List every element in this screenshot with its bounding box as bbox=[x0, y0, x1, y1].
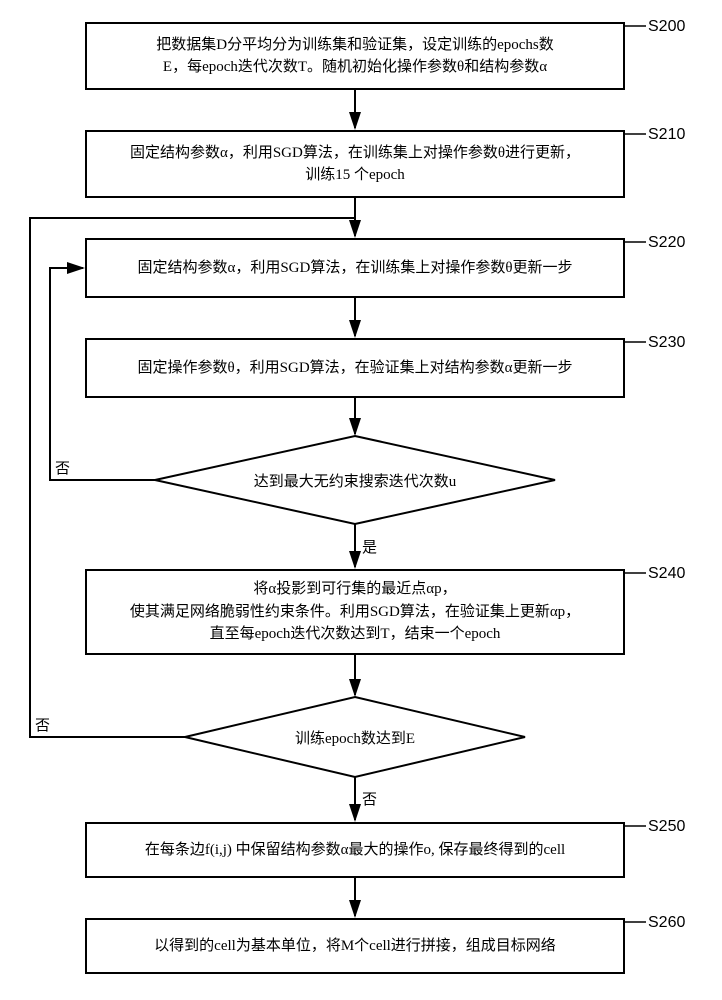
d2-yes-label: 否 bbox=[362, 788, 377, 809]
label-s240: S240 bbox=[648, 565, 685, 583]
step-s200-text: 把数据集D分平均分为训练集和验证集，设定训练的epochs数E，每epoch迭代… bbox=[156, 34, 554, 79]
step-s220-text: 固定结构参数α，利用SGD算法，在训练集上对操作参数θ更新一步 bbox=[137, 257, 572, 280]
step-s240-text: 将α投影到可行集的最近点αp，使其满足网络脆弱性约束条件。利用SGD算法，在验证… bbox=[130, 578, 580, 646]
step-s200: 把数据集D分平均分为训练集和验证集，设定训练的epochs数E，每epoch迭代… bbox=[85, 22, 625, 90]
d2-no-label: 否 bbox=[35, 714, 50, 735]
step-s210-text: 固定结构参数α，利用SGD算法，在训练集上对操作参数θ进行更新，训练15 个ep… bbox=[130, 142, 580, 187]
step-s240: 将α投影到可行集的最近点αp，使其满足网络脆弱性约束条件。利用SGD算法，在验证… bbox=[85, 569, 625, 655]
label-s200: S200 bbox=[648, 18, 685, 36]
d1-yes-label: 是 bbox=[362, 536, 377, 557]
step-s210: 固定结构参数α，利用SGD算法，在训练集上对操作参数θ进行更新，训练15 个ep… bbox=[85, 130, 625, 198]
label-s220: S220 bbox=[648, 234, 685, 252]
decision-d1: 达到最大无约束搜索迭代次数u bbox=[155, 436, 555, 524]
step-s260-text: 以得到的cell为基本单位，将M个cell进行拼接，组成目标网络 bbox=[154, 935, 556, 958]
decision-d2: 训练epoch数达到E bbox=[185, 697, 525, 777]
step-s230-text: 固定操作参数θ，利用SGD算法，在验证集上对结构参数α更新一步 bbox=[137, 357, 572, 380]
label-s260: S260 bbox=[648, 914, 685, 932]
d1-no-label: 否 bbox=[55, 457, 70, 478]
step-s250-text: 在每条边f(i,j) 中保留结构参数α最大的操作o, 保存最终得到的cell bbox=[145, 839, 565, 862]
decision-d1-text: 达到最大无约束搜索迭代次数u bbox=[254, 470, 457, 491]
label-s250: S250 bbox=[648, 818, 685, 836]
label-s230: S230 bbox=[648, 334, 685, 352]
step-s220: 固定结构参数α，利用SGD算法，在训练集上对操作参数θ更新一步 bbox=[85, 238, 625, 298]
step-s230: 固定操作参数θ，利用SGD算法，在验证集上对结构参数α更新一步 bbox=[85, 338, 625, 398]
step-s250: 在每条边f(i,j) 中保留结构参数α最大的操作o, 保存最终得到的cell bbox=[85, 822, 625, 878]
label-s210: S210 bbox=[648, 126, 685, 144]
decision-d2-text: 训练epoch数达到E bbox=[295, 727, 415, 748]
step-s260: 以得到的cell为基本单位，将M个cell进行拼接，组成目标网络 bbox=[85, 918, 625, 974]
